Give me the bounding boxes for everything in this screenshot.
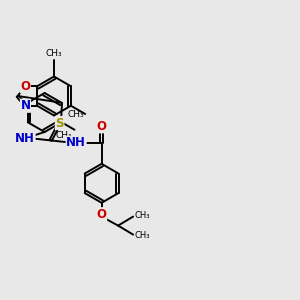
Text: O: O: [97, 120, 106, 133]
Text: CH₃: CH₃: [135, 231, 150, 240]
Text: NH: NH: [66, 136, 86, 149]
Text: CH₃: CH₃: [67, 110, 84, 118]
Text: CH₃: CH₃: [56, 131, 72, 140]
Text: O: O: [20, 80, 30, 93]
Text: CH₃: CH₃: [46, 50, 62, 58]
Text: N: N: [20, 99, 30, 112]
Text: NH: NH: [15, 131, 35, 145]
Text: O: O: [97, 208, 106, 221]
Text: CH₃: CH₃: [135, 212, 150, 220]
Text: S: S: [56, 116, 64, 130]
